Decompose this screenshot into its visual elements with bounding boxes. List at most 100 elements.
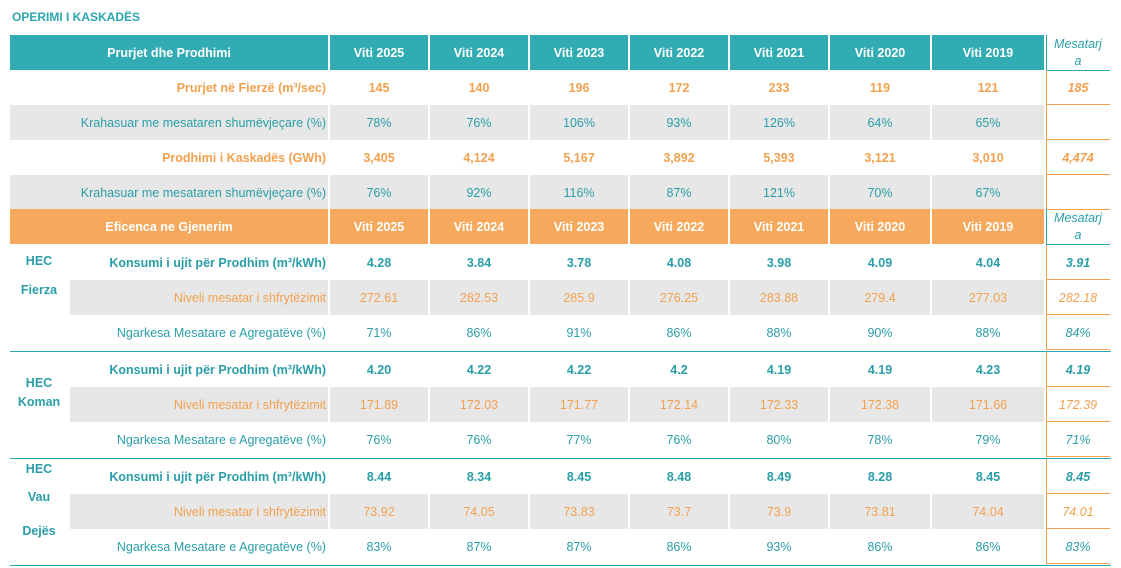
plant-cell: 4.19 (766, 362, 792, 377)
section1-cell: 116% (530, 175, 628, 210)
avg-divider (1046, 529, 1047, 564)
plant-name: HEC (25, 254, 53, 268)
plant-cell: 171.89 (330, 387, 428, 422)
plant-avg: 3.91 (1065, 255, 1091, 270)
year-header: Viti 2020 (830, 209, 930, 244)
section1-cell: 67% (932, 175, 1044, 210)
plant-cell: 76% (366, 432, 392, 447)
avg-divider (1046, 494, 1047, 529)
section1-header: Prurjet dhe Prodhimi (10, 35, 328, 70)
avg-row-line (1046, 349, 1110, 350)
page-title: OPERIMI I KASKADËS (12, 10, 141, 24)
avg-divider (1046, 422, 1047, 457)
plant-cell: 71% (366, 325, 392, 340)
plant-cell: 172.38 (830, 387, 930, 422)
plant-cell: 86% (867, 539, 893, 554)
avg-row-line (1046, 456, 1110, 457)
plant-avg: 282.18 (1058, 290, 1098, 305)
year-header: Viti 2023 (530, 209, 628, 244)
plant-cell: 77% (566, 432, 592, 447)
plant-row-label: Konsumi i ujit për Prodhim (m³/kWh) (109, 362, 326, 377)
section1-row-label: Prurjet në Fierzë (m³/sec) (176, 80, 326, 95)
section1-avg (1046, 105, 1110, 140)
plant-cell: 87% (566, 539, 592, 554)
avg-row-line (1046, 174, 1110, 175)
plant-cell: 76% (666, 432, 692, 447)
year-header: Viti 2025 (330, 209, 428, 244)
plant-cell: 78% (867, 432, 893, 447)
plant-cell: 76% (466, 432, 492, 447)
plant-cell: 3.98 (766, 255, 792, 270)
plant-cell: 73.81 (830, 494, 930, 529)
plant-avg: 71% (1065, 432, 1091, 447)
avg-row-line (1046, 421, 1110, 422)
section1-row-label: Krahasuar me mesataren shumëvjeçare (%) (10, 175, 328, 210)
avg-header-underline (1046, 70, 1110, 71)
plant-row-label: Ngarkesa Mesatare e Agregatëve (%) (116, 539, 326, 554)
plant-name: Vau (27, 490, 51, 504)
plant-separator (10, 351, 1111, 352)
section1-avg (1046, 175, 1110, 210)
plant-cell: 93% (766, 539, 792, 554)
section1-cell: 119 (869, 80, 891, 95)
avg-divider (1046, 315, 1047, 350)
plant-cell: 73.7 (630, 494, 728, 529)
plant-cell: 73.83 (530, 494, 628, 529)
year-header: Viti 2023 (530, 35, 628, 70)
section1-cell: 92% (430, 175, 528, 210)
avg-divider (1046, 280, 1047, 315)
section1-cell: 106% (530, 105, 628, 140)
section1-avg: 4,474 (1062, 150, 1094, 165)
plant-cell: 8.48 (666, 469, 692, 484)
section1-avg: 185 (1067, 80, 1089, 95)
plant-cell: 74.05 (430, 494, 528, 529)
avg-row-line (1046, 528, 1110, 529)
plant-cell: 8.44 (366, 469, 392, 484)
plant-cell: 4.23 (975, 362, 1001, 377)
section2-header: Eficenca ne Gjenerim (10, 209, 328, 244)
section1-cell: 3,405 (363, 150, 395, 165)
section1-cell: 76% (330, 175, 428, 210)
plant-avg: 172.39 (1058, 397, 1098, 412)
plant-separator (10, 565, 1111, 566)
section1-cell: 172 (668, 80, 690, 95)
avg-divider (1046, 70, 1047, 105)
plant-avg: 8.45 (1065, 469, 1091, 484)
plant-cell: 8.28 (867, 469, 893, 484)
plant-cell: 4.19 (867, 362, 893, 377)
section1-cell: 121% (730, 175, 828, 210)
avg-row-line (1046, 563, 1110, 564)
year-header: Viti 2022 (630, 35, 728, 70)
plant-cell: 8.34 (466, 469, 492, 484)
year-header: Viti 2025 (330, 35, 428, 70)
avg-divider (1046, 175, 1047, 210)
plant-cell: 8.45 (566, 469, 592, 484)
avg-header-line: a (1074, 54, 1082, 68)
avg-divider (1046, 105, 1047, 140)
section1-cell: 196 (568, 80, 590, 95)
plant-cell: 4.28 (366, 255, 392, 270)
year-header: Viti 2020 (830, 35, 930, 70)
plant-cell: 88% (975, 325, 1001, 340)
plant-cell: 4.22 (466, 362, 492, 377)
plant-row-label: Niveli mesatar i shfrytëzimit (70, 387, 328, 422)
plant-cell: 171.66 (932, 387, 1044, 422)
section1-row-label: Krahasuar me mesataren shumëvjeçare (%) (10, 105, 328, 140)
avg-header-line: Mesatarj (1054, 211, 1102, 225)
section1-cell: 65% (932, 105, 1044, 140)
plant-cell: 87% (466, 539, 492, 554)
plant-cell: 272.61 (330, 280, 428, 315)
section1-cell: 76% (430, 105, 528, 140)
plant-cell: 8.49 (766, 469, 792, 484)
avg-divider (1046, 387, 1047, 422)
plant-row-label: Konsumi i ujit për Prodhim (m³/kWh) (109, 469, 326, 484)
plant-cell: 279.4 (830, 280, 930, 315)
section1-cell: 145 (368, 80, 390, 95)
plant-cell: 3.78 (566, 255, 592, 270)
plant-name: Dejës (22, 524, 56, 538)
plant-row-label: Ngarkesa Mesatare e Agregatëve (%) (116, 325, 326, 340)
plant-avg: 74.01 (1062, 504, 1094, 519)
plant-cell: 172.33 (730, 387, 828, 422)
plant-cell: 86% (666, 539, 692, 554)
avg-header: Mesatarj a (1046, 209, 1110, 244)
